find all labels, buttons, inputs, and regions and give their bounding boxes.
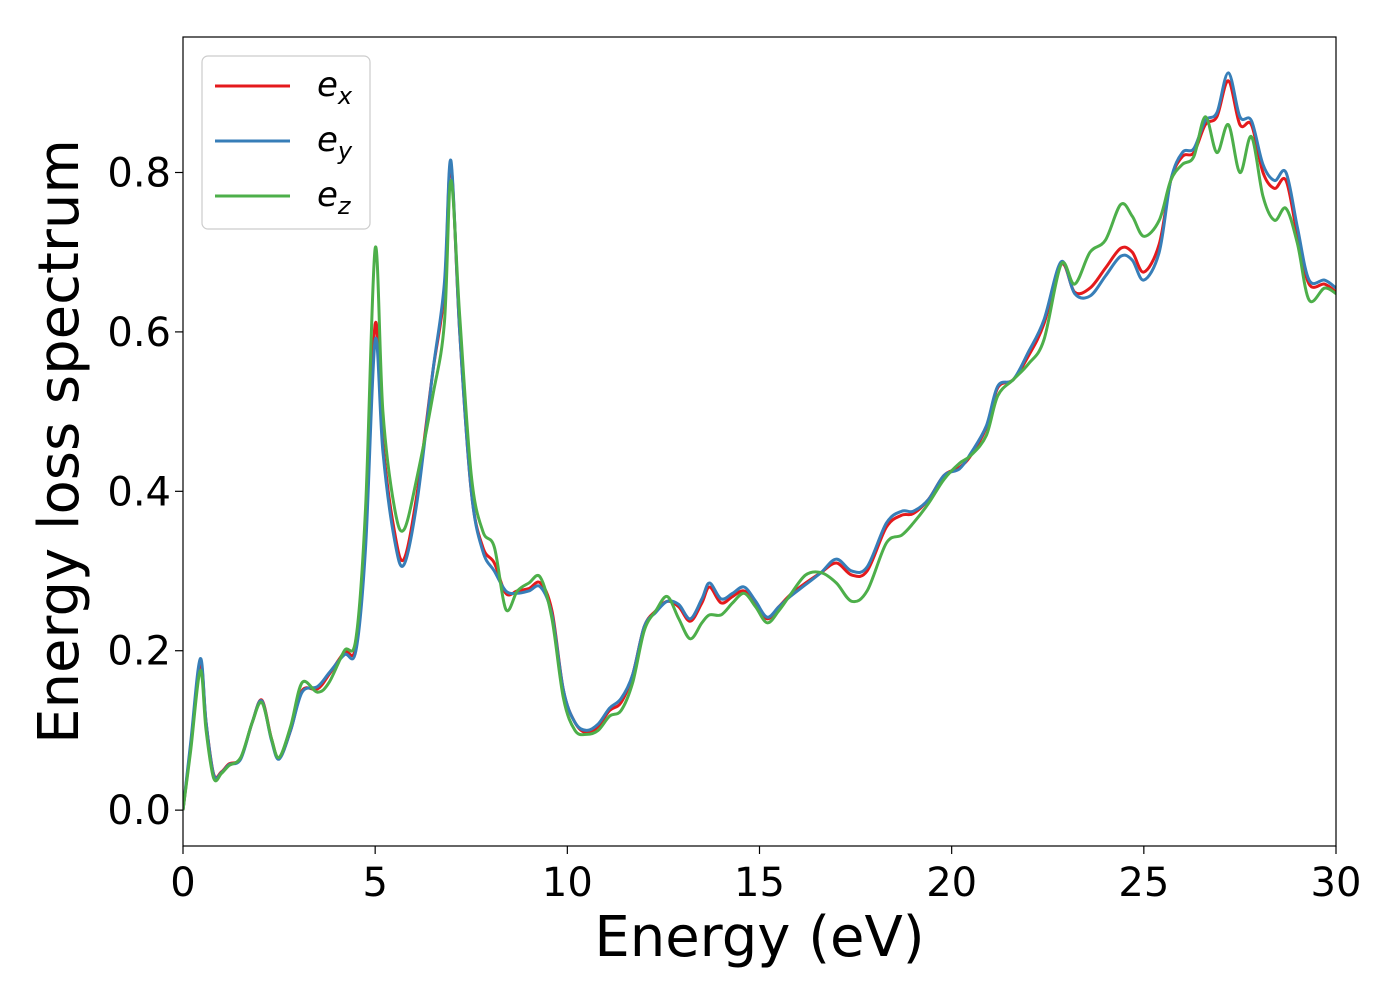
legend-label-ey: ey xyxy=(317,120,353,165)
x-tick-label: 15 xyxy=(734,860,785,906)
x-tick-label: 10 xyxy=(542,860,593,906)
x-tick-label: 20 xyxy=(926,860,977,906)
series-line-ey xyxy=(183,71,1336,811)
x-axis-title: Energy (eV) xyxy=(594,905,924,970)
y-tick-label: 0.2 xyxy=(107,629,171,675)
x-axis-ticks: 0 5 10 15 20 25 30 xyxy=(170,846,1361,906)
y-tick-label: 0.6 xyxy=(107,310,171,356)
y-tick-label: 0.8 xyxy=(107,150,171,196)
y-axis-title: Energy loss spectrum xyxy=(27,139,92,744)
y-tick-label: 0.0 xyxy=(107,788,171,834)
x-tick-label: 30 xyxy=(1311,860,1362,906)
legend-label-ez: ez xyxy=(317,175,352,220)
series-line-ex xyxy=(183,79,1336,811)
x-tick-label: 0 xyxy=(170,860,195,906)
legend: ex ey ez xyxy=(201,55,371,230)
y-axis-ticks: 0.0 0.2 0.4 0.6 0.8 xyxy=(107,150,183,834)
x-tick-label: 25 xyxy=(1118,860,1169,906)
plot-lines xyxy=(183,71,1336,811)
legend-label-ex: ex xyxy=(317,65,353,110)
series-line-ez xyxy=(183,115,1336,811)
y-tick-label: 0.4 xyxy=(107,469,171,515)
x-tick-label: 5 xyxy=(362,860,387,906)
